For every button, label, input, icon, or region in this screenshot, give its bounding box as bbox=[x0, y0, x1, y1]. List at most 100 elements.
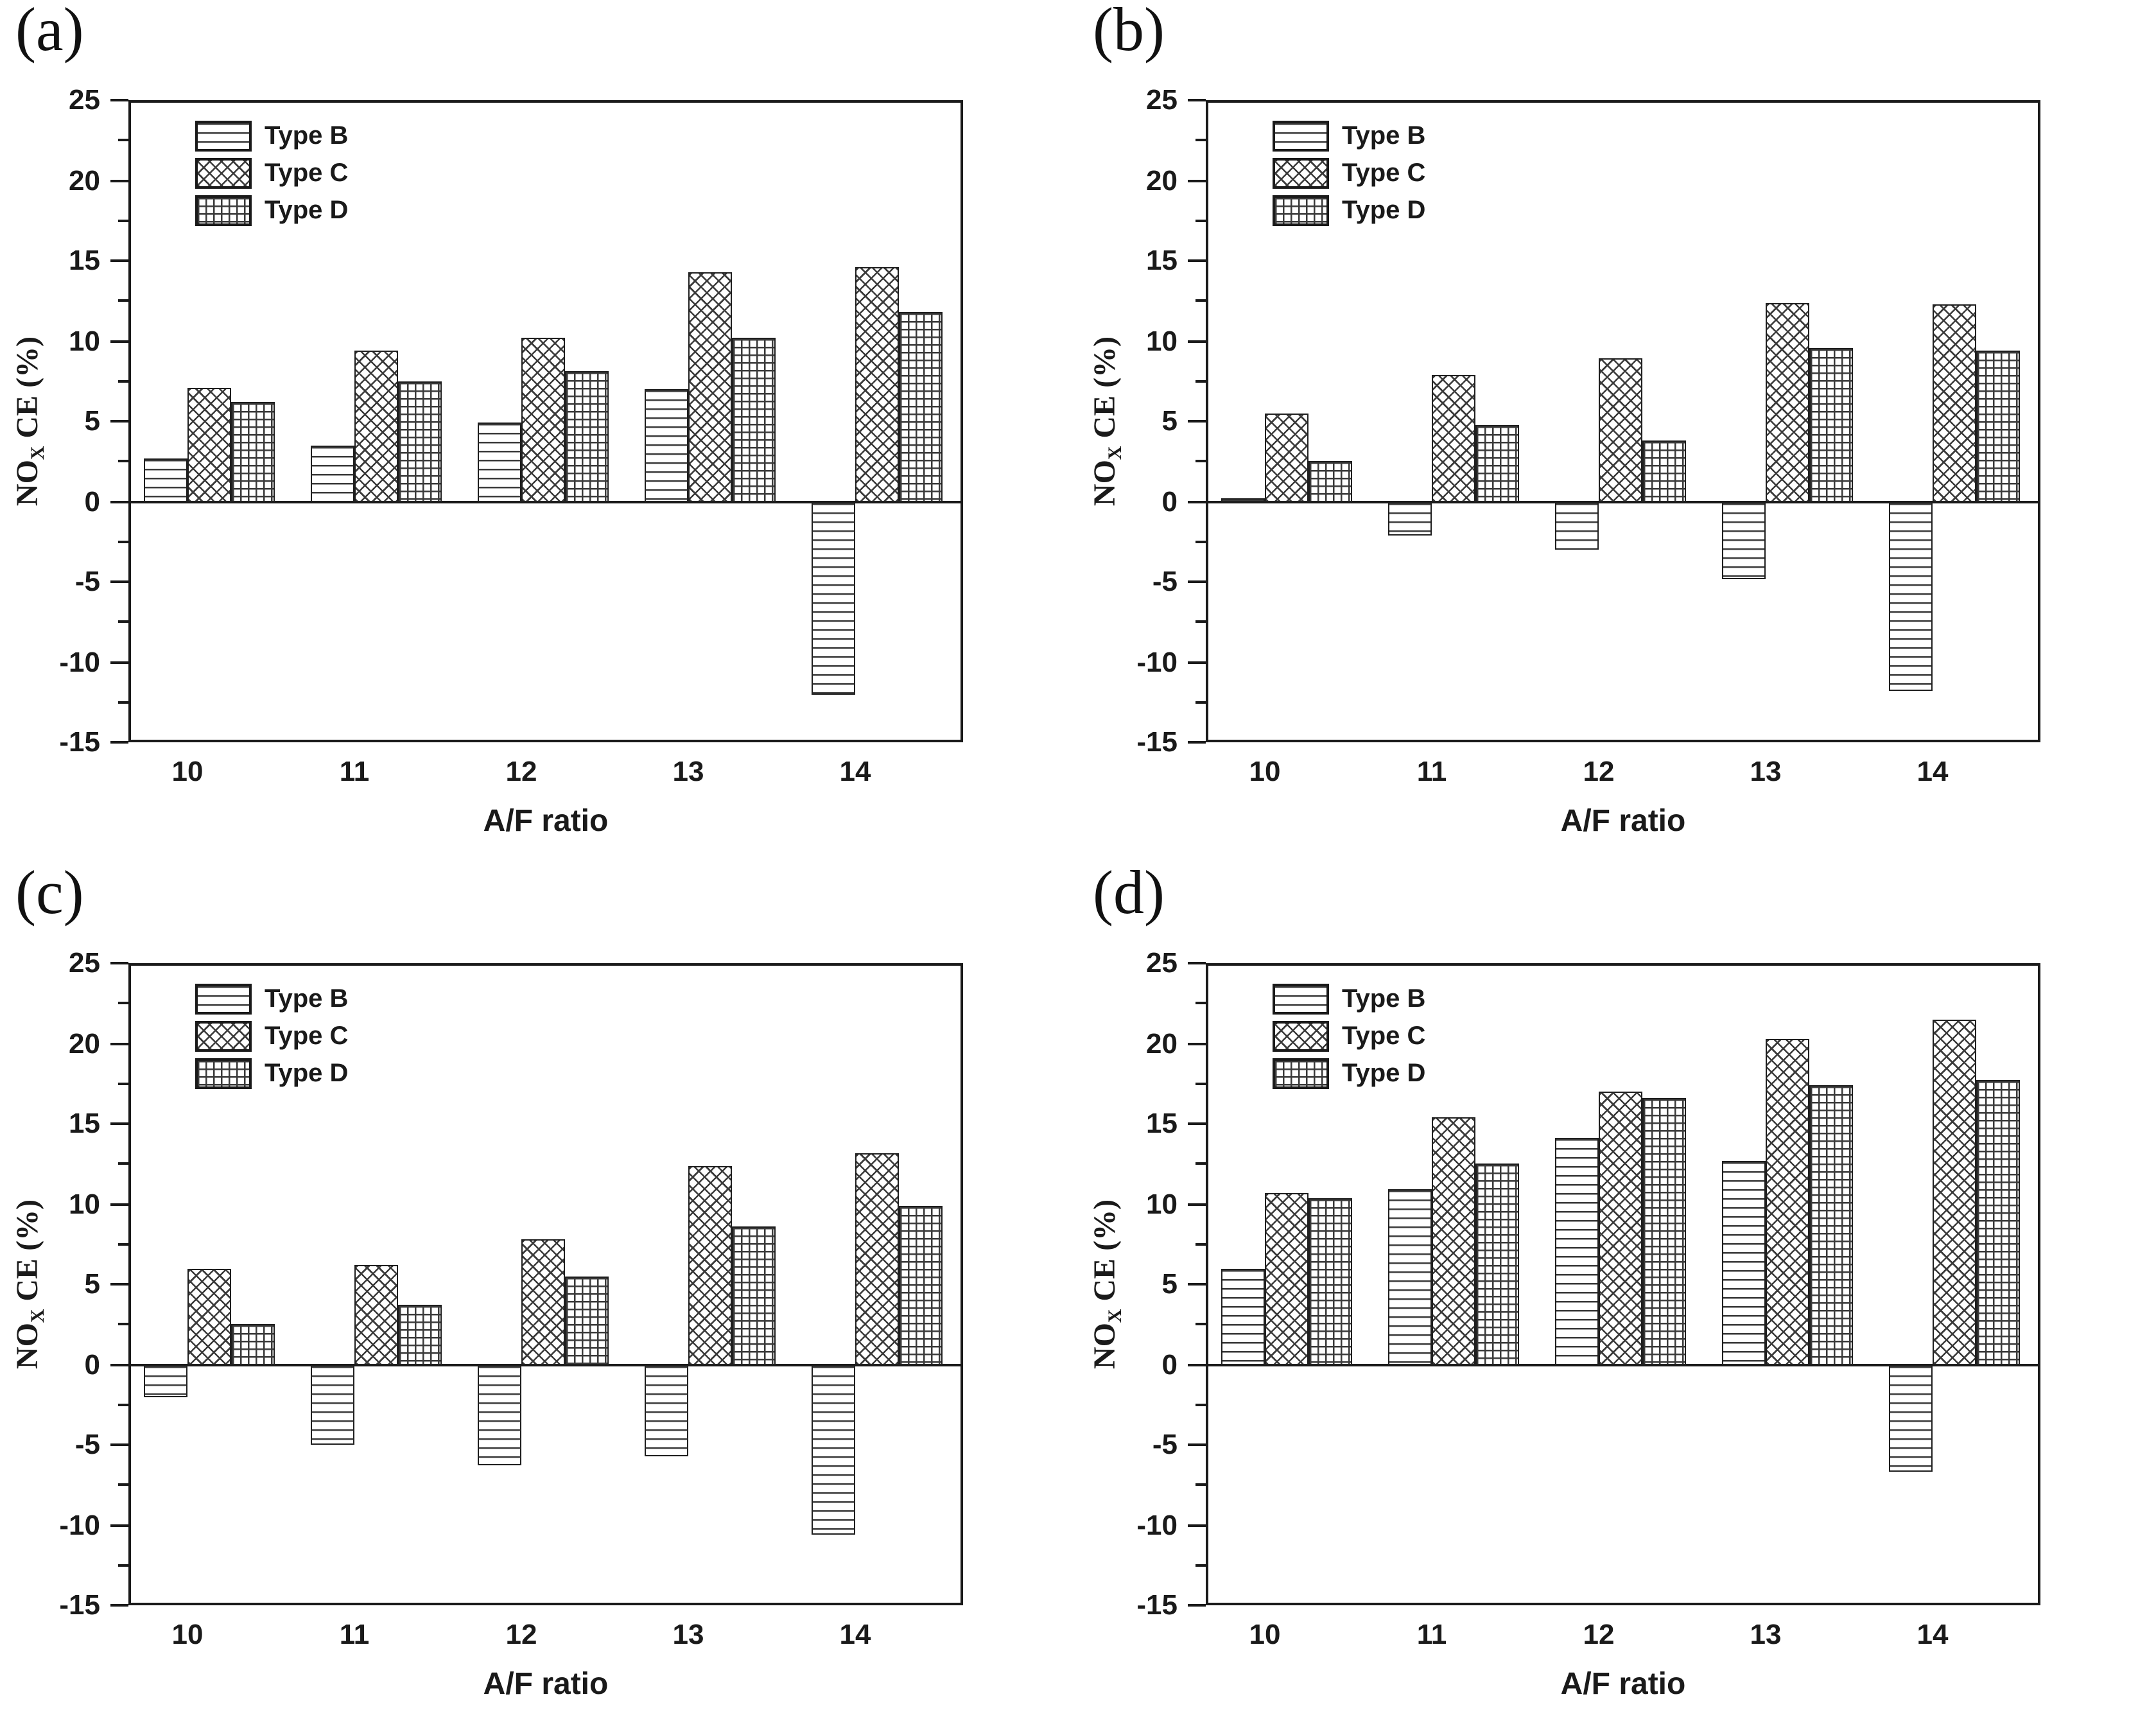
y-axis-minor-tick bbox=[118, 1082, 128, 1085]
bar-type-c-af11 bbox=[1432, 1117, 1475, 1364]
y-axis-minor-tick bbox=[1195, 1323, 1206, 1326]
bar-type-c-af10 bbox=[187, 387, 231, 501]
bar-type-b-af14 bbox=[1889, 501, 1933, 691]
bar-type-c-af10 bbox=[1265, 413, 1308, 501]
y-tick-label: -10 bbox=[1136, 645, 1178, 677]
y-tick-label: 15 bbox=[69, 244, 100, 276]
legend-label: Type C bbox=[1342, 159, 1426, 187]
zero-baseline bbox=[1206, 1363, 2040, 1366]
zero-baseline bbox=[1206, 500, 2040, 503]
square-grid-swatch-icon bbox=[1273, 195, 1329, 226]
legend-label: Type B bbox=[1342, 985, 1426, 1013]
square-grid-swatch-icon bbox=[195, 1058, 252, 1089]
bar-type-c-af12 bbox=[521, 338, 565, 501]
bar-type-d-af10 bbox=[1308, 461, 1352, 501]
legend: Type B Type C Type D bbox=[195, 121, 348, 232]
x-tick-label-af13: 13 bbox=[1750, 755, 1782, 787]
diagonal-crosshatch-swatch-icon bbox=[195, 1021, 252, 1052]
y-tick-label: -15 bbox=[1136, 726, 1178, 758]
y-tick-label: 10 bbox=[69, 324, 100, 356]
bar-type-b-af13 bbox=[1722, 501, 1766, 579]
y-axis-major-tick bbox=[110, 179, 128, 182]
y-tick-label: 0 bbox=[84, 485, 101, 517]
legend: Type B Type C Type D bbox=[195, 984, 348, 1095]
y-tick-label: 10 bbox=[1146, 324, 1178, 356]
x-tick-label-af14: 14 bbox=[839, 755, 871, 787]
legend-label: Type D bbox=[1342, 1059, 1426, 1088]
panel-letter: (b) bbox=[1093, 0, 1165, 64]
legend-label: Type C bbox=[1342, 1022, 1426, 1050]
y-axis-minor-tick bbox=[118, 1403, 128, 1406]
y-tick-label: 5 bbox=[1161, 405, 1178, 437]
diagonal-crosshatch-swatch-icon bbox=[195, 158, 252, 189]
bar-type-b-af10 bbox=[144, 458, 187, 501]
y-axis-minor-tick bbox=[1195, 1242, 1206, 1246]
y-axis-major-tick bbox=[1188, 1122, 1206, 1125]
y-tick-label: 5 bbox=[1161, 1268, 1178, 1300]
bar-type-c-af13 bbox=[688, 1165, 732, 1364]
legend-entry-type-d: Type D bbox=[1273, 195, 1425, 226]
bar-type-d-af14 bbox=[899, 1205, 943, 1364]
y-tick-label: -5 bbox=[74, 565, 100, 597]
y-tick-label: 20 bbox=[1146, 164, 1178, 196]
bar-type-d-af11 bbox=[1475, 1164, 1519, 1364]
chart-panel-c: (c) 25 20 15 10 5 0 -5 -10 -15 10 11 12 13 14 Type B Typ… bbox=[0, 859, 1077, 1726]
y-tick-label: 10 bbox=[69, 1187, 100, 1219]
y-axis-major-tick bbox=[1188, 259, 1206, 262]
bar-type-c-af12 bbox=[1599, 1092, 1642, 1364]
y-axis-major-tick bbox=[110, 1122, 128, 1125]
y-axis-major-tick bbox=[110, 259, 128, 262]
x-tick-label-af10: 10 bbox=[171, 1618, 204, 1650]
bar-type-b-af11 bbox=[1388, 501, 1432, 536]
y-axis-major-tick bbox=[110, 1363, 128, 1366]
y-axis-title-part: X bbox=[28, 1309, 49, 1323]
y-axis-minor-tick bbox=[118, 379, 128, 383]
y-tick-label: -15 bbox=[59, 1589, 100, 1621]
legend-entry-type-d: Type D bbox=[195, 1058, 348, 1089]
y-axis-minor-tick bbox=[1195, 1082, 1206, 1085]
y-axis-major-tick bbox=[1188, 741, 1206, 744]
x-tick-label-af10: 10 bbox=[171, 755, 204, 787]
bar-type-c-af12 bbox=[1599, 358, 1642, 501]
bar-type-d-af13 bbox=[732, 1226, 776, 1364]
y-axis-minor-tick bbox=[118, 219, 128, 222]
legend-label: Type D bbox=[265, 1059, 349, 1088]
x-tick-label-af11: 11 bbox=[339, 755, 370, 787]
y-axis-major-tick bbox=[1188, 179, 1206, 182]
x-tick-label-af12: 12 bbox=[1583, 1618, 1615, 1650]
y-axis-minor-tick bbox=[118, 1242, 128, 1246]
y-axis-minor-tick bbox=[118, 1002, 128, 1005]
y-axis-minor-tick bbox=[1195, 379, 1206, 383]
diagonal-crosshatch-swatch-icon bbox=[1273, 1021, 1329, 1052]
y-axis-minor-tick bbox=[1195, 620, 1206, 623]
legend: Type B Type C Type D bbox=[1273, 984, 1425, 1095]
legend-entry-type-c: Type C bbox=[195, 1021, 348, 1052]
y-axis-title-part: NO bbox=[11, 460, 45, 507]
legend-entry-type-b: Type B bbox=[195, 121, 348, 152]
bar-type-b-af13 bbox=[645, 1364, 688, 1456]
y-axis-minor-tick bbox=[118, 540, 128, 543]
zero-baseline bbox=[128, 500, 963, 503]
chart-panel-b: (b) 25 20 15 10 5 0 -5 -10 -15 10 11 12 13 14 Type B Typ… bbox=[1077, 0, 2156, 863]
x-tick-label-af13: 13 bbox=[672, 755, 704, 787]
y-axis-title-part: X bbox=[28, 446, 49, 460]
bar-type-d-af13 bbox=[1809, 347, 1853, 501]
y-axis-major-tick bbox=[110, 1604, 128, 1607]
y-tick-label: 15 bbox=[1146, 244, 1178, 276]
x-tick-label-af14: 14 bbox=[839, 1618, 871, 1650]
y-axis-minor-tick bbox=[118, 460, 128, 463]
y-axis-minor-tick bbox=[118, 701, 128, 704]
bar-type-b-af14 bbox=[1889, 1364, 1933, 1472]
y-axis-title-part: X bbox=[1106, 446, 1127, 460]
legend-entry-type-c: Type C bbox=[1273, 158, 1425, 189]
y-tick-label: -5 bbox=[1152, 565, 1178, 597]
x-axis-title: A/F ratio bbox=[483, 804, 609, 839]
legend-entry-type-c: Type C bbox=[1273, 1021, 1425, 1052]
y-axis-title-part: NO bbox=[1088, 1323, 1122, 1370]
y-axis-major-tick bbox=[1188, 1203, 1206, 1205]
y-axis-minor-tick bbox=[1195, 1162, 1206, 1165]
bar-type-b-af10 bbox=[1221, 1268, 1265, 1364]
y-tick-label: 0 bbox=[1161, 485, 1178, 517]
